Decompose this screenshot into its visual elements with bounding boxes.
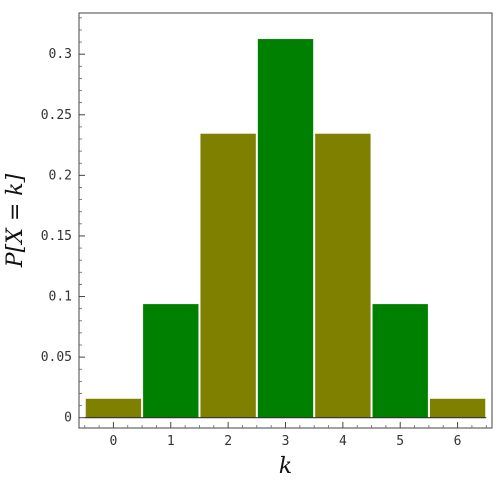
y-tick-label: 0.1 xyxy=(49,290,72,305)
y-axis: 0 0.05 0.1 0.15 0.2 0.25 0.3 xyxy=(41,17,85,426)
x-tick-label: 1 xyxy=(167,434,175,449)
y-axis-title: P[X = k] xyxy=(3,173,28,268)
y-tick-label: 0.15 xyxy=(41,229,72,244)
x-tick-label: 4 xyxy=(339,434,347,449)
x-tick-label: 3 xyxy=(282,434,290,449)
x-tick-label: 6 xyxy=(454,434,462,449)
x-tick-label: 2 xyxy=(224,434,232,449)
y-tick-label: 0.2 xyxy=(49,168,72,183)
bar-k-2 xyxy=(200,133,256,418)
x-tick-label: 5 xyxy=(396,434,404,449)
y-tick-label: 0.05 xyxy=(41,350,72,365)
bar-k-6 xyxy=(429,398,486,418)
bar-k-1 xyxy=(143,304,199,418)
bars xyxy=(85,39,486,418)
bar-k-3 xyxy=(257,39,314,418)
y-tick-label: 0 xyxy=(64,411,72,426)
bar-k-4 xyxy=(315,133,371,418)
y-tick-label: 0.25 xyxy=(41,108,72,123)
x-tick-label: 0 xyxy=(110,434,118,449)
x-axis-title: k xyxy=(279,454,292,479)
bar-k-5 xyxy=(372,304,428,418)
bar-k-0 xyxy=(85,398,142,418)
y-tick-label: 0.3 xyxy=(49,47,72,62)
x-axis: 0 1 2 3 4 5 6 xyxy=(84,422,487,449)
